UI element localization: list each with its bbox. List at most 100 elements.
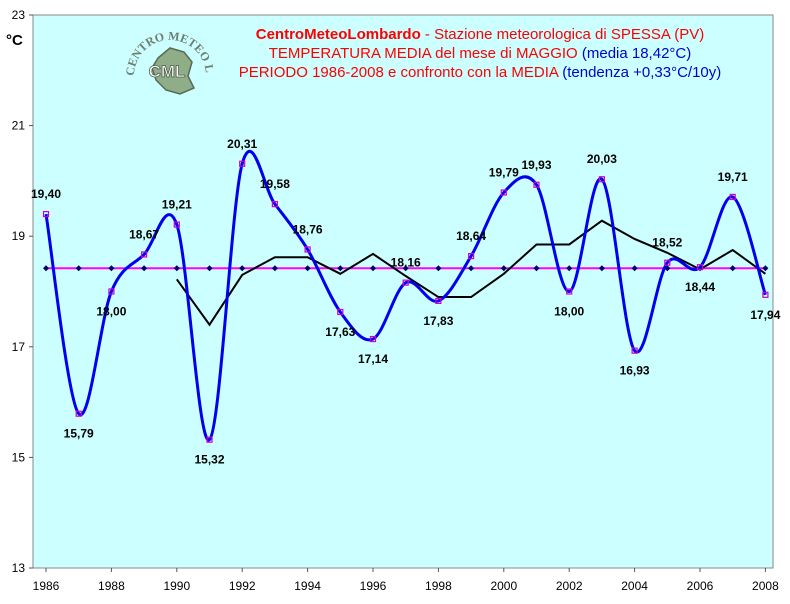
data-labels: 19,40 15,79 18,00 18,67 19,21 15,32 20,31 19,58… [31, 137, 781, 467]
title-line-1: CentroMeteoLombardo - Stazione meteorolo… [170, 25, 790, 44]
mean-point [304, 265, 311, 272]
data-label: 18,00 [96, 305, 126, 319]
data-label: 16,93 [620, 364, 650, 378]
data-label: 15,79 [64, 427, 94, 441]
x-tick-label: 1992 [229, 579, 256, 593]
data-label: 18,76 [293, 222, 323, 236]
title-subject: TEMPERATURA MEDIA del mese di MAGGIO [268, 45, 582, 62]
temperature-point [337, 308, 344, 316]
temperature-point [533, 181, 540, 188]
temperature-point [75, 410, 82, 417]
data-label: 15,32 [194, 453, 224, 467]
data-label: 18,67 [129, 227, 159, 241]
data-label: 19,79 [489, 166, 519, 180]
y-tick-label: 17 [12, 340, 26, 354]
x-tick-label: 1998 [425, 579, 452, 593]
temperature-point [206, 436, 213, 443]
data-label: 18,00 [554, 305, 584, 319]
mean-point [631, 265, 638, 272]
mean-point [566, 265, 573, 272]
data-label: 19,93 [521, 158, 551, 172]
temperature-point [435, 297, 442, 305]
data-label: 18,44 [685, 280, 715, 294]
title-station: - Stazione meteorologica di SPESSA (PV) [420, 26, 705, 43]
mean-point [173, 265, 180, 272]
svg-text:CML: CML [149, 62, 186, 81]
temperature-point [402, 279, 409, 286]
title-line-3: PERIODO 1986-2008 e confronto con la MED… [170, 63, 790, 82]
x-ticks: 1986 1988 1990 1992 1994 1996 1998 2000 2002 2004… [33, 568, 779, 593]
chart-title: CentroMeteoLombardo - Stazione meteorolo… [170, 25, 790, 82]
title-period: PERIODO 1986-2008 e confronto con la MED… [238, 64, 563, 81]
mean-point [337, 265, 344, 272]
data-label: 19,40 [31, 187, 61, 201]
x-tick-label: 2000 [490, 579, 517, 593]
series [42, 149, 769, 443]
temperature-point [500, 189, 507, 196]
data-label: 19,58 [260, 177, 290, 191]
temperature-point [239, 160, 246, 167]
data-label: 17,14 [358, 352, 388, 366]
y-tick-label: 13 [12, 561, 26, 575]
x-tick-label: 2006 [687, 579, 714, 593]
data-label: 18,52 [652, 236, 682, 250]
temperature-point [271, 201, 278, 208]
data-label: 17,94 [750, 308, 780, 322]
x-tick-label: 1990 [163, 579, 190, 593]
mean-point [43, 265, 49, 272]
data-label: 19,71 [718, 170, 748, 184]
title-brand: CentroMeteoLombardo [255, 26, 421, 43]
temperature-point [369, 335, 377, 343]
y-tick-label: 21 [12, 119, 26, 133]
mean-point [468, 265, 475, 272]
temperature-point [631, 347, 638, 354]
mean-point [762, 265, 769, 272]
mean-point [435, 265, 442, 272]
y-ticks: 13 15 17 19 21 23 [12, 8, 33, 575]
temperature-point [696, 264, 704, 271]
plot-area [32, 14, 774, 569]
x-tick-label: 2002 [556, 579, 583, 593]
temperature-point [762, 291, 769, 298]
mean-point [271, 265, 278, 272]
data-label: 18,64 [456, 229, 486, 243]
temperature-point [108, 288, 115, 295]
temperature-point [304, 246, 311, 253]
data-label: 20,03 [587, 152, 617, 166]
mean-point [141, 265, 148, 272]
y-tick-label: 19 [12, 229, 26, 243]
mean-point [108, 265, 115, 272]
y-axis-unit: °C [6, 32, 23, 49]
x-tick-label: 1994 [294, 579, 321, 593]
temperature-point [729, 193, 736, 201]
data-label: 20,31 [227, 137, 257, 151]
data-label: 17,63 [325, 325, 355, 339]
temperature-point [173, 221, 180, 228]
x-tick-label: 2008 [752, 579, 779, 593]
title-line-2: TEMPERATURA MEDIA del mese di MAGGIO (me… [170, 44, 790, 63]
logo-icon: CENTRO METEO LOMBARDO CML [114, 7, 217, 95]
temperature-point [598, 176, 606, 183]
data-label: 17,83 [423, 314, 453, 328]
temperature-point [566, 288, 573, 295]
temperature-point [664, 259, 671, 266]
mean-point [239, 265, 246, 272]
moving-average-line [175, 219, 766, 327]
mean-point [533, 265, 540, 272]
title-mean: (media 18,42°C) [581, 45, 692, 62]
x-tick-label: 1986 [33, 579, 60, 593]
data-label: 19,21 [162, 198, 192, 212]
temperature-point [42, 210, 50, 218]
temperature-line [44, 149, 767, 442]
title-trend: (tendenza +0,33°C/10y) [562, 64, 722, 81]
cml-logo: CENTRO METEO LOMBARDO CML [114, 7, 220, 118]
temperature-point [141, 251, 148, 258]
mean-point [402, 265, 409, 272]
y-tick-label: 23 [12, 8, 26, 22]
mean-point [598, 265, 605, 272]
mean-point [500, 265, 507, 272]
mean-point [75, 265, 82, 272]
x-tick-label: 2004 [621, 579, 648, 593]
x-tick-label: 1996 [360, 579, 387, 593]
